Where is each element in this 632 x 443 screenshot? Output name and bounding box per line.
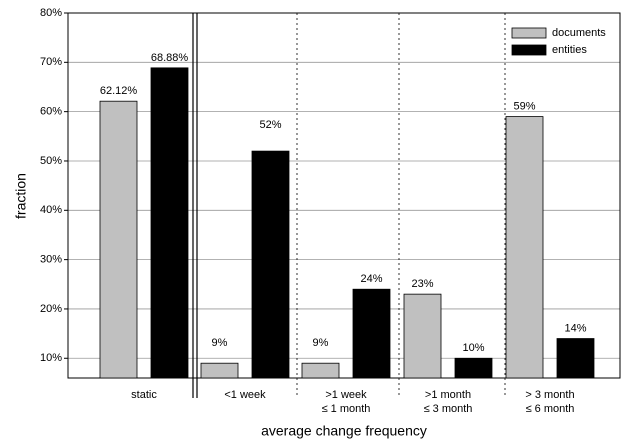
value-label: 24% (360, 273, 382, 285)
bar (556, 338, 595, 379)
y-axis-title: fraction (13, 173, 29, 219)
y-tick-label: 40% (40, 204, 62, 216)
bar (150, 67, 189, 379)
bar (505, 116, 544, 379)
x-tick-label: >1 month (425, 389, 471, 401)
x-tick-label: ≤ 6 month (526, 403, 575, 415)
legend-swatch (511, 44, 547, 56)
x-tick-label: ≤ 3 month (424, 403, 473, 415)
bar (301, 362, 340, 379)
x-tick-label: > 3 month (525, 389, 574, 401)
bar (403, 293, 442, 379)
legend-label: documents (552, 27, 606, 39)
y-tick-label: 10% (40, 352, 62, 364)
y-tick-label: 50% (40, 155, 62, 167)
y-tick-label: 60% (40, 106, 62, 118)
legend-label: entities (552, 44, 587, 56)
x-tick-label: >1 week (325, 389, 367, 401)
bar (99, 100, 138, 379)
y-tick-label: 80% (40, 7, 62, 19)
value-label: 14% (564, 322, 586, 334)
value-label: 9% (313, 337, 329, 349)
value-label: 62.12% (100, 85, 138, 97)
x-tick-label: ≤ 1 month (322, 403, 371, 415)
legend-swatch (511, 27, 547, 39)
value-label: 59% (513, 100, 535, 112)
x-tick-label: <1 week (224, 389, 266, 401)
x-tick-label: static (131, 389, 157, 401)
value-label: 68.88% (151, 52, 189, 64)
x-axis-title: average change frequency (261, 423, 427, 439)
plot-frame (67, 12, 621, 379)
bar (251, 150, 290, 379)
y-tick-label: 70% (40, 56, 62, 68)
bar (352, 288, 391, 379)
value-label: 10% (462, 342, 484, 354)
bar (200, 362, 239, 379)
y-tick-label: 20% (40, 303, 62, 315)
value-label: 52% (259, 119, 281, 131)
value-label: 9% (212, 337, 228, 349)
bar (454, 357, 493, 379)
value-label: 23% (411, 278, 433, 290)
y-tick-label: 30% (40, 254, 62, 266)
